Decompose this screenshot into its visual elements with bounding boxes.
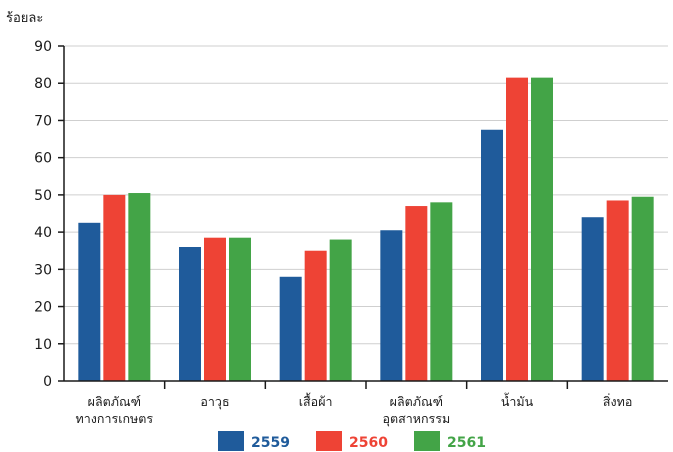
bar-2560 (304, 250, 327, 381)
bar-2561 (329, 239, 352, 381)
legend-label: 2560 (349, 435, 388, 451)
x-category-label: อุตสาหกรรม (382, 411, 450, 427)
y-tick-label: 70 (34, 113, 52, 129)
y-tick-labels: 0 10 20 30 40 50 60 70 80 90 (34, 39, 52, 390)
x-category-label: อาวุธ (200, 394, 229, 410)
bar-2560 (103, 194, 126, 381)
x-category-label: สิ่งทอ (603, 393, 632, 409)
bar-2560 (405, 206, 428, 381)
bar-2559 (481, 129, 503, 381)
y-tick-label: 30 (34, 262, 52, 278)
y-tick-label: 40 (34, 225, 52, 241)
y-axis-label: ร้อยละ (6, 11, 43, 26)
x-category-labels: ผลิตภัณฑ์ทางการเกษตร อาวุธ เสื้อผ้า ผลิตภัณ… (76, 392, 633, 427)
bar-2561 (531, 77, 553, 381)
bar-2561 (631, 196, 654, 381)
legend-label: 2559 (251, 435, 290, 451)
bar-2561 (229, 237, 251, 381)
x-category-label: น้ำมัน (501, 392, 534, 409)
legend-label: 2561 (447, 435, 486, 451)
x-category-label: ผลิตภัณฑ์ (88, 394, 141, 409)
bar-2560 (204, 237, 226, 381)
bar-2559 (179, 247, 201, 381)
legend-swatch-2561 (414, 431, 440, 451)
x-category-label: เสื้อผ้า (299, 392, 333, 409)
bar-2561 (430, 202, 453, 381)
x-category-label: ทางการเกษตร (76, 411, 154, 426)
bar-2560 (506, 77, 528, 381)
bar-2559 (581, 217, 604, 381)
y-tick-label: 10 (34, 337, 52, 353)
legend: 2559 2560 2561 (218, 431, 486, 451)
y-tick-label: 80 (34, 76, 52, 92)
y-tick-label: 90 (34, 39, 52, 55)
axes (58, 45, 668, 389)
y-tick-label: 60 (34, 151, 52, 167)
legend-swatch-2559 (218, 431, 244, 451)
gridlines (64, 45, 668, 345)
x-category-label: ผลิตภัณฑ์ (390, 394, 443, 409)
bar-2559 (78, 222, 101, 381)
y-tick-label: 50 (34, 188, 52, 204)
y-tick-label: 20 (34, 300, 52, 316)
y-tick-label: 0 (43, 374, 52, 390)
bar-2561 (128, 193, 151, 381)
bar-2559 (380, 230, 403, 381)
bar-2559 (279, 276, 302, 381)
bar-2560 (606, 200, 629, 381)
bars (78, 77, 654, 381)
legend-swatch-2560 (316, 431, 342, 451)
